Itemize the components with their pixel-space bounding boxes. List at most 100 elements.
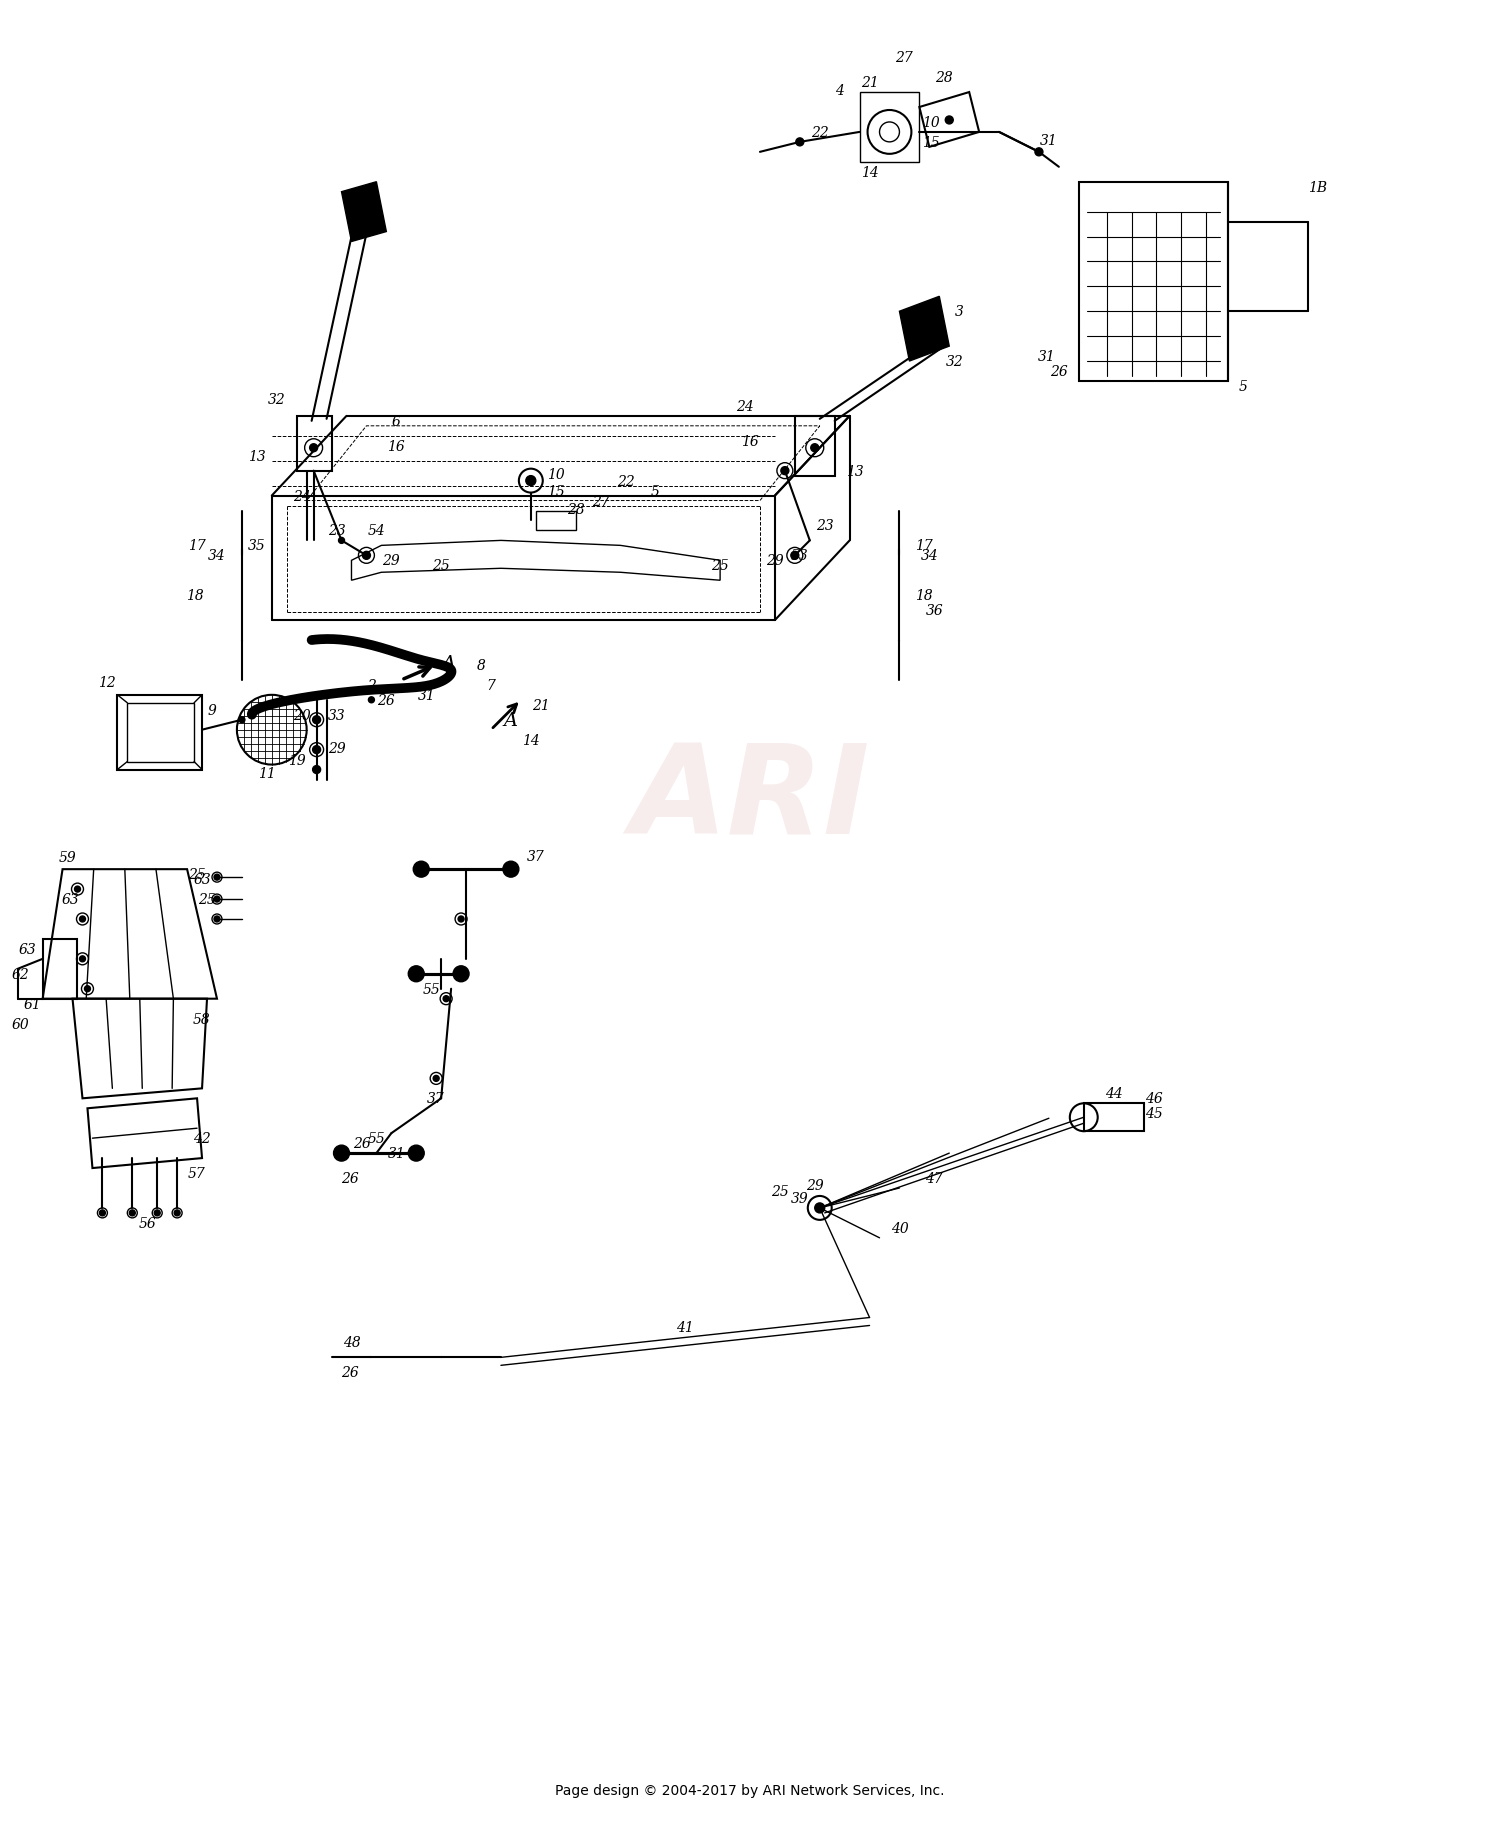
Circle shape (333, 1146, 350, 1162)
Circle shape (815, 1204, 825, 1213)
Text: 40: 40 (891, 1221, 909, 1235)
Text: 58: 58 (194, 1012, 211, 1027)
Text: 27: 27 (591, 494, 609, 509)
Text: 13: 13 (846, 465, 864, 478)
Text: 28: 28 (936, 71, 952, 84)
Text: 31: 31 (1040, 134, 1058, 148)
Text: 9: 9 (207, 703, 216, 717)
Circle shape (312, 747, 321, 754)
Text: 10: 10 (548, 467, 564, 481)
Text: 10: 10 (922, 115, 940, 130)
Circle shape (408, 1146, 424, 1162)
Text: 34: 34 (921, 549, 938, 564)
Circle shape (309, 445, 318, 452)
Text: 17: 17 (915, 540, 933, 553)
Text: 26: 26 (340, 1365, 358, 1380)
Circle shape (363, 553, 370, 560)
Text: 28: 28 (567, 501, 585, 516)
Text: 21: 21 (861, 77, 879, 90)
Text: 2: 2 (368, 679, 376, 692)
Text: 25: 25 (711, 558, 729, 573)
Polygon shape (342, 183, 387, 242)
Circle shape (312, 716, 321, 725)
Circle shape (1035, 148, 1042, 157)
Text: 35: 35 (248, 540, 266, 553)
Text: 6: 6 (392, 415, 400, 428)
Text: 63: 63 (194, 873, 211, 888)
Circle shape (154, 1210, 160, 1217)
Text: 60: 60 (12, 1017, 30, 1030)
Text: 18: 18 (186, 589, 204, 602)
Text: 31: 31 (387, 1146, 405, 1160)
Text: 4: 4 (352, 188, 362, 203)
Circle shape (453, 966, 470, 983)
Text: 5: 5 (651, 485, 660, 498)
Text: 42: 42 (194, 1131, 211, 1146)
Text: 15: 15 (548, 485, 564, 498)
Text: 26: 26 (352, 1136, 370, 1151)
Text: 23: 23 (816, 520, 834, 533)
Text: 31: 31 (1038, 350, 1056, 364)
Text: 4: 4 (836, 84, 844, 99)
Text: 15: 15 (922, 135, 940, 150)
Polygon shape (900, 296, 950, 362)
Text: 53: 53 (790, 549, 808, 564)
Text: 22: 22 (812, 126, 828, 139)
Circle shape (312, 767, 321, 774)
Circle shape (80, 917, 86, 922)
Text: 34: 34 (209, 549, 226, 564)
Text: 47: 47 (926, 1171, 944, 1186)
Circle shape (812, 445, 819, 452)
Text: 33: 33 (327, 708, 345, 723)
Text: 18: 18 (915, 589, 933, 602)
Text: 12: 12 (99, 675, 117, 690)
Text: 24: 24 (736, 399, 754, 414)
Text: ARI: ARI (630, 739, 870, 860)
Text: 16: 16 (741, 434, 759, 448)
Circle shape (75, 886, 81, 893)
Circle shape (369, 697, 375, 703)
Text: 36: 36 (926, 604, 944, 619)
Text: 23: 23 (327, 523, 345, 538)
Text: 5: 5 (1239, 381, 1248, 393)
Text: 26: 26 (340, 1171, 358, 1186)
Text: 29: 29 (806, 1179, 824, 1193)
Text: 55: 55 (368, 1131, 386, 1146)
Text: 62: 62 (12, 968, 30, 981)
Bar (536, 511, 576, 531)
Circle shape (945, 117, 952, 124)
Circle shape (84, 986, 90, 992)
Text: 1B: 1B (1308, 181, 1328, 194)
Text: 3: 3 (956, 306, 963, 318)
Text: 48: 48 (342, 1336, 360, 1351)
Text: 17: 17 (188, 540, 206, 553)
Text: 16: 16 (387, 439, 405, 454)
Text: 22: 22 (616, 474, 634, 489)
Text: 45: 45 (1144, 1107, 1162, 1120)
Text: 37: 37 (526, 849, 544, 864)
Text: 21: 21 (532, 699, 549, 712)
Text: 39: 39 (790, 1191, 808, 1206)
Text: 19: 19 (288, 754, 306, 767)
Text: 26: 26 (378, 694, 394, 708)
Text: 44: 44 (1106, 1087, 1122, 1100)
Circle shape (458, 917, 464, 922)
Circle shape (174, 1210, 180, 1217)
Circle shape (782, 467, 789, 476)
Text: 57: 57 (188, 1166, 206, 1180)
Circle shape (214, 897, 220, 902)
Text: 29: 29 (327, 741, 345, 756)
Circle shape (796, 139, 804, 146)
Circle shape (790, 553, 800, 560)
Text: A: A (441, 655, 454, 673)
Text: 25: 25 (432, 558, 450, 573)
Text: 13: 13 (248, 450, 266, 463)
Bar (1084, 1103, 1143, 1131)
Text: 32: 32 (268, 393, 285, 406)
Text: 55: 55 (423, 983, 439, 996)
Text: 7: 7 (486, 679, 495, 692)
Text: 31: 31 (417, 688, 435, 703)
Circle shape (339, 538, 345, 544)
Text: 25: 25 (771, 1184, 789, 1199)
Text: 59: 59 (58, 851, 76, 866)
